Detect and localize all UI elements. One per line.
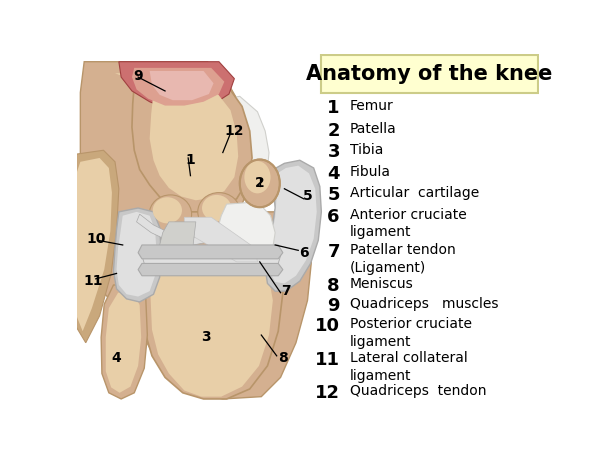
Polygon shape: [138, 245, 283, 259]
Text: 2: 2: [328, 122, 340, 140]
Polygon shape: [119, 62, 235, 109]
Text: Meniscus: Meniscus: [350, 277, 413, 291]
Polygon shape: [184, 217, 257, 262]
Text: 1: 1: [328, 99, 340, 117]
Text: 8: 8: [327, 277, 340, 295]
Text: Patellar tendon
(Ligament): Patellar tendon (Ligament): [350, 243, 455, 274]
Polygon shape: [269, 166, 317, 284]
Text: Quadriceps   muscles: Quadriceps muscles: [350, 297, 499, 311]
Polygon shape: [77, 150, 119, 343]
Ellipse shape: [240, 159, 280, 207]
Polygon shape: [101, 285, 148, 399]
Polygon shape: [138, 263, 283, 276]
Text: 5: 5: [328, 186, 340, 204]
Polygon shape: [142, 252, 283, 399]
Polygon shape: [151, 262, 273, 396]
Text: 4: 4: [112, 351, 121, 365]
Text: 10: 10: [315, 317, 340, 335]
Text: 6: 6: [328, 208, 340, 226]
Ellipse shape: [198, 193, 240, 231]
Text: Fibula: Fibula: [350, 165, 391, 179]
Text: 7: 7: [328, 243, 340, 261]
Polygon shape: [137, 214, 250, 245]
Text: Posterior cruciate
ligament: Posterior cruciate ligament: [350, 317, 472, 349]
Text: 3: 3: [328, 143, 340, 161]
Polygon shape: [217, 202, 275, 263]
Polygon shape: [80, 62, 311, 399]
Polygon shape: [113, 208, 161, 302]
Ellipse shape: [149, 195, 191, 234]
Text: 6: 6: [299, 246, 308, 260]
Text: Anterior cruciate
ligament: Anterior cruciate ligament: [350, 208, 467, 239]
Text: Lateral collateral
ligament: Lateral collateral ligament: [350, 351, 467, 382]
Polygon shape: [115, 73, 238, 204]
Polygon shape: [149, 71, 214, 100]
Text: 4: 4: [328, 165, 340, 183]
Text: Patella: Patella: [350, 122, 397, 136]
Text: Articular  cartilage: Articular cartilage: [350, 186, 479, 200]
Text: 7: 7: [281, 284, 291, 298]
Polygon shape: [116, 212, 157, 297]
Text: Femur: Femur: [350, 99, 394, 112]
Text: 10: 10: [86, 232, 106, 246]
Polygon shape: [265, 160, 322, 291]
Polygon shape: [132, 85, 252, 212]
Ellipse shape: [244, 161, 271, 194]
Text: 9: 9: [328, 297, 340, 315]
Ellipse shape: [153, 197, 182, 223]
Text: 9: 9: [133, 68, 143, 82]
FancyBboxPatch shape: [320, 55, 538, 93]
Text: 11: 11: [83, 274, 103, 288]
Polygon shape: [142, 248, 281, 263]
Text: 2: 2: [255, 176, 265, 190]
Text: 5: 5: [302, 189, 313, 203]
Polygon shape: [106, 292, 141, 393]
Polygon shape: [160, 222, 196, 256]
Text: Tibia: Tibia: [350, 143, 383, 157]
Polygon shape: [198, 100, 230, 177]
Text: 1: 1: [185, 153, 196, 167]
Polygon shape: [132, 68, 224, 106]
Text: 12: 12: [224, 124, 244, 138]
Text: 12: 12: [315, 383, 340, 401]
Text: Quadriceps  tendon: Quadriceps tendon: [350, 383, 487, 397]
Polygon shape: [149, 93, 238, 200]
Polygon shape: [77, 158, 112, 331]
Ellipse shape: [202, 195, 231, 221]
Text: 3: 3: [201, 330, 211, 344]
Text: Anatomy of the knee: Anatomy of the knee: [306, 64, 553, 84]
Polygon shape: [198, 96, 269, 186]
Text: 8: 8: [278, 351, 288, 365]
Text: 11: 11: [315, 351, 340, 369]
